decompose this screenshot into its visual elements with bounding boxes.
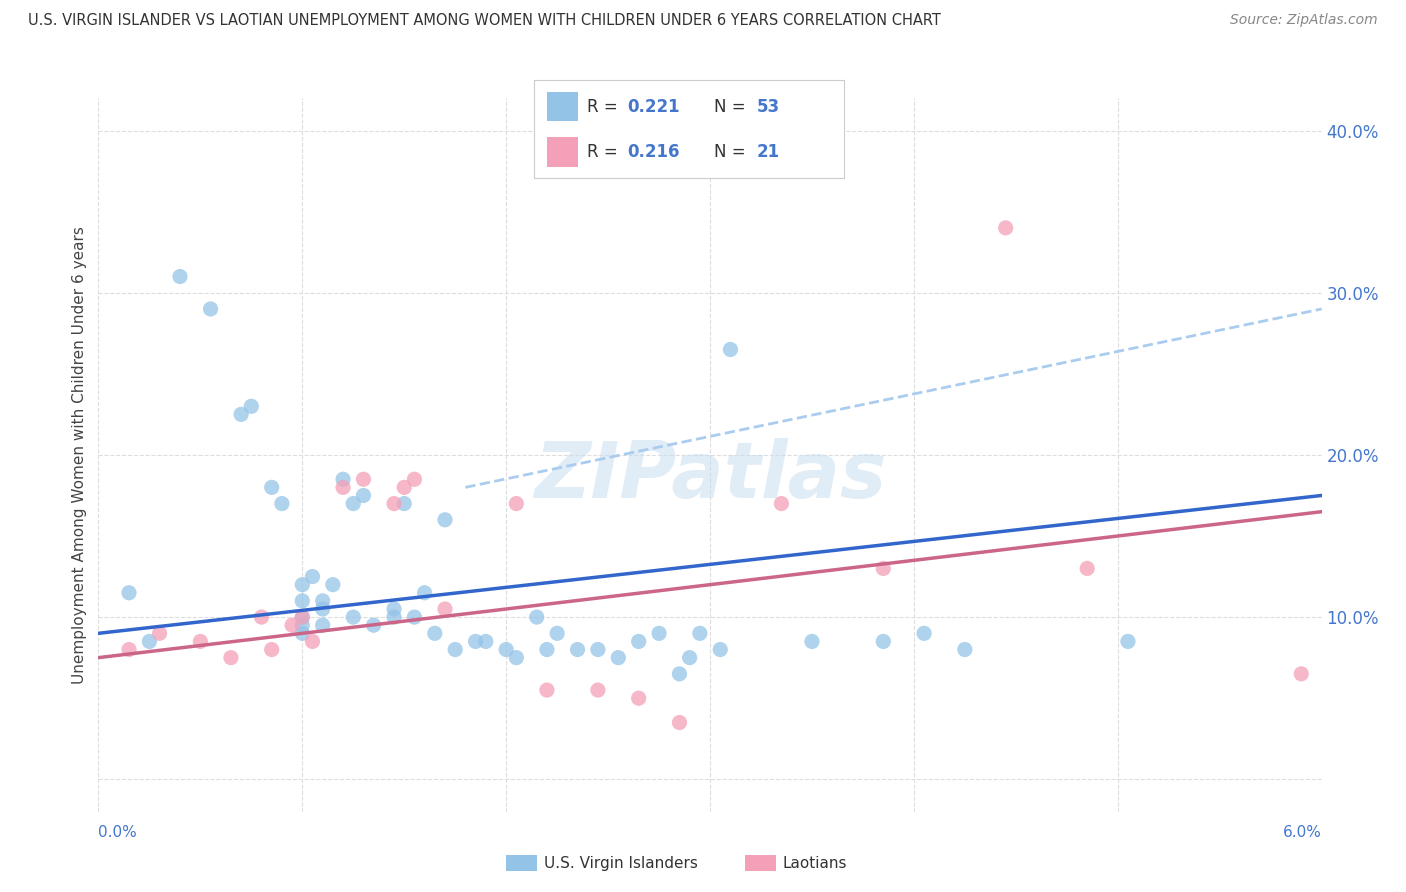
Point xyxy=(872,634,894,648)
Text: ZIPatlas: ZIPatlas xyxy=(534,438,886,515)
Point xyxy=(474,634,498,648)
Point xyxy=(311,594,335,608)
Point xyxy=(291,626,314,640)
Text: Laotians: Laotians xyxy=(783,856,846,871)
Point xyxy=(586,642,609,657)
Point xyxy=(567,642,589,657)
Bar xyxy=(547,137,578,167)
Point xyxy=(118,586,141,600)
Point xyxy=(718,343,742,357)
Point xyxy=(240,399,263,413)
Point xyxy=(382,497,405,511)
Text: 6.0%: 6.0% xyxy=(1282,825,1322,839)
Text: 0.221: 0.221 xyxy=(627,98,679,116)
Y-axis label: Unemployment Among Women with Children Under 6 years: Unemployment Among Women with Children U… xyxy=(72,226,87,684)
Point xyxy=(200,301,222,316)
Point xyxy=(219,650,242,665)
Point xyxy=(709,642,731,657)
Point xyxy=(322,577,344,591)
Point xyxy=(291,610,314,624)
Text: 21: 21 xyxy=(756,143,780,161)
Point xyxy=(912,626,935,640)
Point xyxy=(169,269,191,284)
Point xyxy=(352,472,374,486)
Point xyxy=(392,480,416,494)
Point xyxy=(678,650,700,665)
Point xyxy=(994,220,1017,235)
Text: R =: R = xyxy=(586,98,623,116)
Point xyxy=(342,610,364,624)
Point xyxy=(188,634,211,648)
Point xyxy=(423,626,446,640)
Text: N =: N = xyxy=(714,98,751,116)
Point xyxy=(526,610,548,624)
Text: R =: R = xyxy=(586,143,623,161)
Point xyxy=(536,683,558,698)
Point xyxy=(291,610,314,624)
Point xyxy=(311,602,335,616)
Text: 0.216: 0.216 xyxy=(627,143,679,161)
Point xyxy=(689,626,711,640)
Point xyxy=(770,497,793,511)
Point xyxy=(505,650,527,665)
Point xyxy=(250,610,273,624)
Point xyxy=(801,634,824,648)
Point xyxy=(536,642,558,657)
Point xyxy=(382,602,405,616)
Point xyxy=(648,626,671,640)
Point xyxy=(149,626,172,640)
Point xyxy=(505,497,527,511)
Point xyxy=(392,497,416,511)
Point xyxy=(1291,666,1313,681)
Point xyxy=(363,618,385,632)
Text: U.S. VIRGIN ISLANDER VS LAOTIAN UNEMPLOYMENT AMONG WOMEN WITH CHILDREN UNDER 6 Y: U.S. VIRGIN ISLANDER VS LAOTIAN UNEMPLOY… xyxy=(28,13,941,29)
Text: Source: ZipAtlas.com: Source: ZipAtlas.com xyxy=(1230,13,1378,28)
Point xyxy=(953,642,976,657)
Point xyxy=(1116,634,1139,648)
Point xyxy=(118,642,141,657)
Point xyxy=(404,472,426,486)
Text: 53: 53 xyxy=(756,98,780,116)
Point xyxy=(332,480,354,494)
Point xyxy=(301,569,323,583)
Bar xyxy=(547,92,578,121)
Point xyxy=(495,642,517,657)
Point xyxy=(668,715,690,730)
Point xyxy=(260,480,283,494)
Point xyxy=(352,488,374,502)
Point xyxy=(281,618,304,632)
Point xyxy=(342,497,364,511)
Point xyxy=(229,408,253,422)
Point xyxy=(382,610,405,624)
Text: 0.0%: 0.0% xyxy=(98,825,138,839)
Point xyxy=(433,602,456,616)
Point xyxy=(627,634,650,648)
Point xyxy=(291,618,314,632)
Point xyxy=(433,513,456,527)
Point xyxy=(138,634,160,648)
Point xyxy=(301,634,323,648)
Text: N =: N = xyxy=(714,143,751,161)
Point xyxy=(311,618,335,632)
Point xyxy=(546,626,568,640)
Point xyxy=(586,683,609,698)
Point xyxy=(260,642,283,657)
Point xyxy=(1076,561,1098,575)
Point xyxy=(607,650,630,665)
Point xyxy=(291,594,314,608)
Text: U.S. Virgin Islanders: U.S. Virgin Islanders xyxy=(544,856,697,871)
Point xyxy=(627,691,650,706)
Point xyxy=(332,472,354,486)
Point xyxy=(668,666,690,681)
Point xyxy=(291,577,314,591)
Point xyxy=(404,610,426,624)
Point xyxy=(413,586,436,600)
Point xyxy=(270,497,292,511)
Point xyxy=(872,561,894,575)
Point xyxy=(444,642,467,657)
Point xyxy=(464,634,486,648)
